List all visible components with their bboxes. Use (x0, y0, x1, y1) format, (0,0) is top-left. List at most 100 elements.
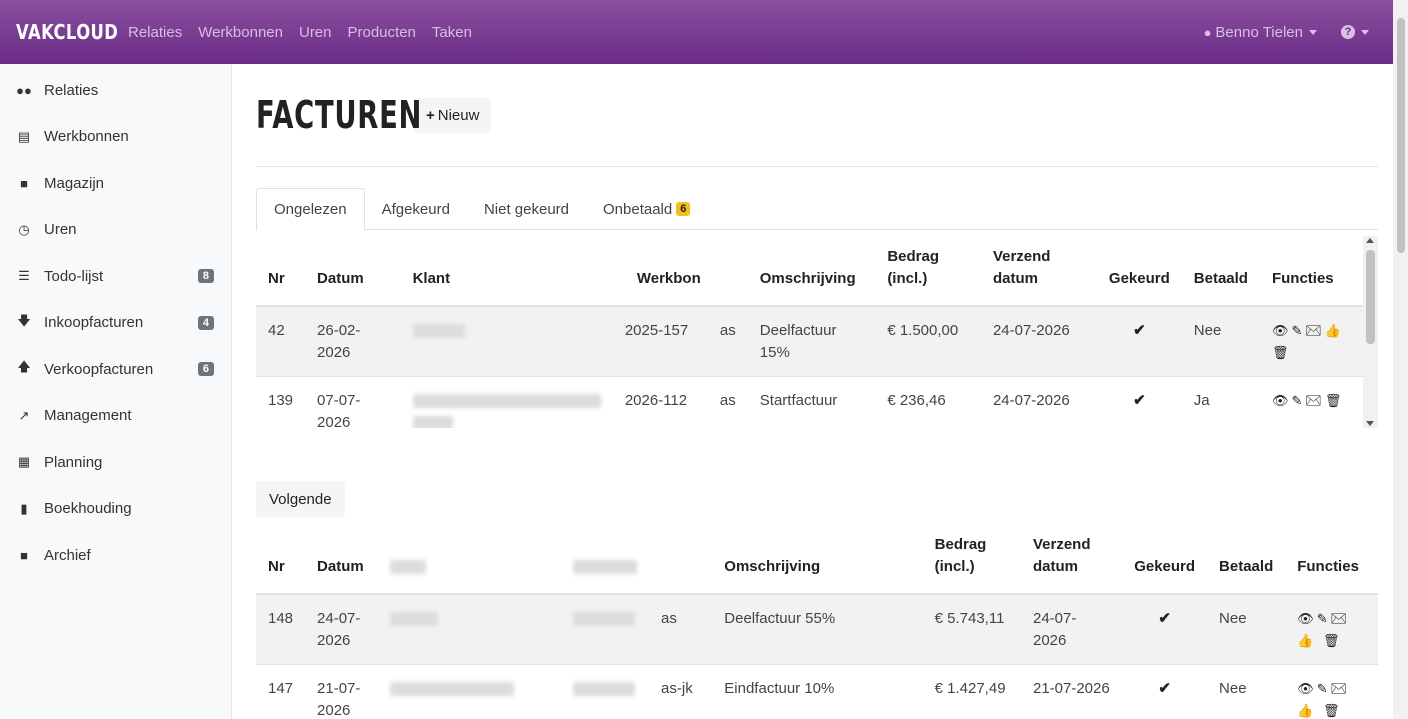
nav-link-werkbonnen[interactable]: Werkbonnen (198, 23, 283, 41)
page-scrollbar[interactable] (1393, 0, 1408, 719)
unread-invoices-table-container[interactable]: Nr Datum Klant Werkbon Omschrijving Bedr… (256, 236, 1363, 428)
col-betaald[interactable]: Betaald (1181, 236, 1260, 307)
arrow-down-icon: 🡇 (17, 312, 31, 328)
sidebar-item-verkoopfacturen[interactable]: 🡅 Verkoopfacturen 6 (0, 346, 231, 393)
tab-niet-gekeurd[interactable]: Niet gekeurd (467, 188, 586, 230)
sidebar-item-management[interactable]: ↗ Management (0, 393, 231, 440)
tab-label: Onbetaald (603, 200, 673, 218)
new-invoice-button[interactable]: + Nieuw (414, 97, 492, 133)
sidebar-item-label: Relaties (44, 81, 99, 99)
sidebar-item-todo-lijst[interactable]: ☰ Todo-lijst 8 (0, 253, 231, 300)
cell-betaald: Ja (1181, 375, 1260, 428)
user-icon: ● (1203, 24, 1212, 40)
table-row[interactable]: 42 26-02- 2026 2025-157 as Deelfactuur 15… (256, 305, 1363, 376)
row-actions[interactable]: 👁✎✉👍 🗑 (1285, 593, 1378, 664)
sidebar-item-planning[interactable]: ▦ Planning (0, 439, 231, 486)
sidebar-item-werkbonnen[interactable]: ▤ Werkbonnen (0, 114, 231, 161)
sidebar-item-magazijn[interactable]: ■ Magazijn (0, 160, 231, 207)
scroll-thumb[interactable] (1397, 18, 1405, 253)
nav-link-producten[interactable]: Producten (347, 23, 416, 41)
cell-verzend-datum: 24-07-2026 (980, 375, 1097, 428)
cell-code: as (707, 375, 748, 428)
col-verzend-datum[interactable]: Verzend datum (980, 236, 1097, 307)
plus-icon: + (426, 106, 435, 124)
col-gekeurd[interactable]: Gekeurd (1122, 524, 1208, 595)
col-bedrag[interactable]: Bedrag (incl.) (875, 236, 981, 307)
col-nr[interactable]: Nr (256, 236, 306, 307)
sidebar-item-label: Management (44, 407, 132, 425)
next-button[interactable]: Volgende (256, 481, 345, 517)
cell-omschrijving: Deelfactuur 55% (712, 593, 923, 664)
row-actions[interactable]: 👁✎✉👍 🗑 (1259, 305, 1363, 376)
archive-icon: ■ (20, 547, 28, 563)
col-klant[interactable]: Klant (400, 236, 625, 307)
tab-onbetaald[interactable]: Onbetaald 6 (586, 188, 707, 230)
tab-afgekeurd[interactable]: Afgekeurd (365, 188, 467, 230)
table-row[interactable]: 139 07-07- 2026 2026-112 as Startfactuur … (256, 375, 1363, 429)
invoice-tabs: Ongelezen Afgekeurd Niet gekeurd Onbetaa… (256, 188, 1378, 231)
redacted-text (412, 324, 465, 339)
help-menu[interactable]: ? (1341, 25, 1369, 39)
cell-bedrag: € 236,46 (875, 375, 981, 428)
chart-icon: ↗ (18, 407, 30, 423)
cell-werkbon[interactable]: 2025-157 (624, 305, 708, 376)
col-betaald[interactable]: Betaald (1207, 524, 1286, 595)
brand-logo[interactable]: VAKCLOUD (16, 20, 119, 44)
cell-code: as-jk (649, 663, 713, 719)
check-icon: ✔ (1122, 593, 1208, 664)
col-redacted[interactable] (561, 524, 650, 595)
tab-ongelezen[interactable]: Ongelezen (256, 188, 365, 231)
col-gekeurd[interactable]: Gekeurd (1096, 236, 1182, 307)
scroll-up-icon[interactable] (1366, 238, 1374, 243)
col-omschrijving[interactable]: Omschrijving (747, 236, 876, 307)
check-icon: ✔ (1096, 375, 1182, 428)
date-line: 2026 (317, 413, 351, 429)
date-line: 21-07-2026 (1032, 679, 1110, 697)
sidebar-item-label: Uren (44, 221, 77, 239)
nav-link-taken[interactable]: Taken (431, 23, 472, 41)
col-functies: Functies (1285, 524, 1378, 595)
user-menu[interactable]: ● Benno Tielen (1204, 24, 1317, 41)
sidebar-item-boekhouding[interactable]: ▮ Boekhouding (0, 486, 231, 533)
table-row[interactable]: 147 21-07- 2026 as-jk Eindfactuur 10% € 1… (256, 663, 1378, 719)
sidebar-item-label: Inkoopfacturen (44, 314, 144, 332)
col-datum[interactable]: Datum (305, 236, 401, 307)
table-scrollbar[interactable] (1363, 236, 1378, 428)
invoices-table: Nr Datum Omschrijving Bedrag (incl.) Verz… (256, 524, 1378, 719)
cell-code: as (707, 305, 748, 376)
col-bedrag[interactable]: Bedrag (incl.) (922, 524, 1021, 595)
cell-omschrijving: Startfactuur (747, 375, 876, 428)
sidebar-item-inkoopfacturen[interactable]: 🡇 Inkoopfacturen 4 (0, 300, 231, 347)
nav-link-relaties[interactable]: Relaties (128, 23, 183, 41)
col-functies: Functies (1259, 236, 1363, 307)
row-actions[interactable]: 👁✎✉👍 🗑 (1285, 663, 1378, 719)
cell-nr: 148 (256, 593, 306, 664)
sidebar-item-label: Archief (44, 546, 91, 564)
cell-werkbon[interactable]: 2026-112 (624, 375, 708, 428)
user-name: Benno Tielen (1215, 23, 1303, 41)
sidebar-item-label: Boekhouding (44, 500, 132, 518)
nav-right: ● Benno Tielen ? (1204, 24, 1369, 41)
col-nr[interactable]: Nr (256, 524, 306, 595)
invoices-table-container[interactable]: Nr Datum Omschrijving Bedrag (incl.) Verz… (256, 524, 1378, 719)
header-line: Bedrag (887, 248, 939, 265)
nav-link-uren[interactable]: Uren (298, 23, 332, 41)
row-actions[interactable]: 👁✎✉🗑 (1259, 375, 1363, 428)
col-omschrijving[interactable]: Omschrijving (712, 524, 923, 595)
table-row[interactable]: 148 24-07- 2026 as Deelfactuur 55% € 5.74… (256, 593, 1378, 664)
scroll-thumb[interactable] (1366, 250, 1375, 344)
cell-datum: 21-07- 2026 (305, 663, 391, 719)
scroll-down-icon[interactable] (1366, 421, 1374, 426)
cell-verzend-datum: 24-07-2026 (980, 305, 1097, 376)
sidebar-item-archief[interactable]: ■ Archief (0, 532, 231, 579)
col-verzend-datum[interactable]: Verzend datum (1020, 524, 1123, 595)
question-icon: ? (1341, 25, 1355, 39)
date-line: 2026 (317, 701, 351, 719)
header-line: datum (992, 270, 1038, 287)
sidebar: ●● Relaties ▤ Werkbonnen ■ Magazijn ◷ Ur… (0, 64, 232, 719)
sidebar-item-uren[interactable]: ◷ Uren (0, 207, 231, 254)
col-datum[interactable]: Datum (305, 524, 391, 595)
col-werkbon[interactable]: Werkbon (624, 236, 748, 307)
col-redacted[interactable] (390, 524, 562, 595)
sidebar-item-relaties[interactable]: ●● Relaties (0, 67, 231, 114)
